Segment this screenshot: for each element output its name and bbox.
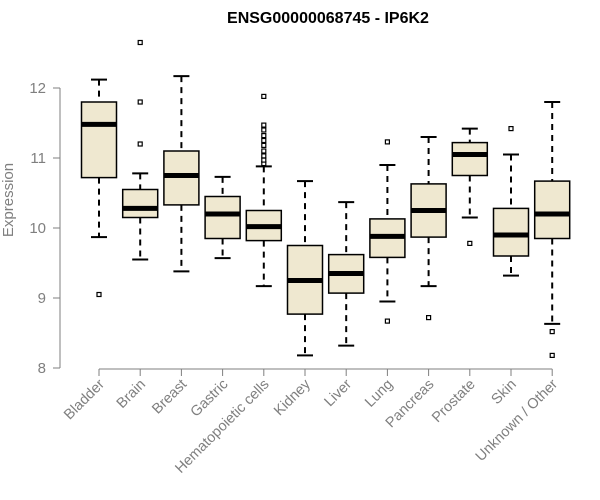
outlier-point xyxy=(261,153,267,159)
box-bladder xyxy=(80,78,118,298)
box-unknown-other xyxy=(533,101,571,358)
x-tick-label: Prostate xyxy=(429,377,478,426)
outlier-point xyxy=(384,139,390,145)
outlier-point xyxy=(261,157,267,163)
chart-title: ENSG00000068745 - IP6K2 xyxy=(227,10,429,27)
outlier-point xyxy=(261,148,267,154)
y-tick-label: 10 xyxy=(29,220,46,237)
x-tick-label: Liver xyxy=(321,376,355,410)
iqr-box xyxy=(204,195,241,240)
outlier-point xyxy=(384,318,390,324)
outlier-point xyxy=(137,99,143,105)
box-prostate xyxy=(451,127,489,246)
outlier-point xyxy=(549,352,555,358)
box-series xyxy=(80,39,571,358)
box-brain xyxy=(121,39,159,261)
box-pancreas xyxy=(410,136,447,321)
outlier-point xyxy=(261,133,267,139)
outlier-point xyxy=(426,315,432,321)
outlier-point xyxy=(261,142,267,148)
iqr-box xyxy=(80,101,118,179)
y-tick-label: 8 xyxy=(38,360,46,377)
box-gastric xyxy=(204,175,241,260)
box-skin xyxy=(492,125,530,277)
x-tick-label: Lung xyxy=(362,377,396,411)
y-axis: 8 9 10 11 12 xyxy=(29,80,61,377)
iqr-box xyxy=(533,180,571,240)
x-tick-label: Breast xyxy=(149,377,190,418)
box-liver xyxy=(327,201,365,347)
y-tick-label: 9 xyxy=(38,290,46,307)
iqr-box xyxy=(121,188,159,219)
iqr-box xyxy=(492,207,530,257)
box-breast xyxy=(163,75,200,273)
x-tick-label: Brain xyxy=(114,377,149,412)
x-tick-label: Bladder xyxy=(61,376,108,423)
outlier-point xyxy=(261,127,267,133)
x-tick-label: Skin xyxy=(489,377,520,408)
y-tick-label: 12 xyxy=(29,80,46,97)
outlier-point xyxy=(96,291,102,298)
outlier-point xyxy=(261,93,267,100)
outlier-point xyxy=(549,329,555,335)
outlier-point xyxy=(137,39,143,46)
y-axis-label: Expression xyxy=(0,163,17,237)
outlier-point xyxy=(261,122,267,128)
outlier-point xyxy=(508,125,514,132)
box-hematopoietic-cells xyxy=(245,93,283,288)
outlier-point xyxy=(137,141,143,147)
x-tick-label: Kidney xyxy=(271,376,314,419)
box-kidney xyxy=(286,180,324,357)
iqr-box xyxy=(451,141,489,177)
outlier-point xyxy=(261,137,267,144)
outlier-point xyxy=(467,240,473,246)
box-lung xyxy=(369,139,406,324)
y-tick-label: 11 xyxy=(30,150,46,167)
